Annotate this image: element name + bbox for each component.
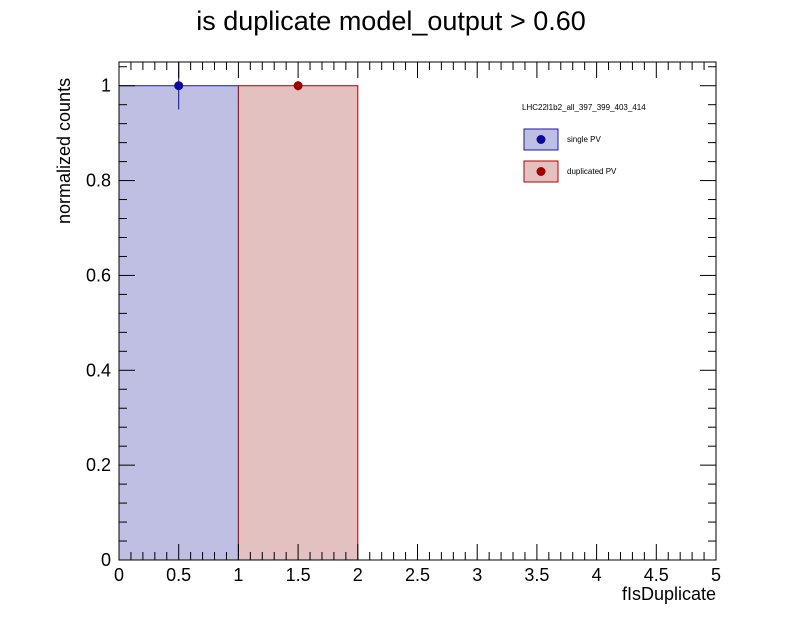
x-tick-label: 5 [711,565,721,585]
y-axis-ticks: 0 0.2 0.4 0.6 0.8 1 [86,66,716,570]
bar-0-0 [118,85,239,561]
data-point-1-0 [293,81,303,91]
x-tick-label: 1.5 [286,565,311,585]
data-markers [174,81,303,91]
legend-label-0: single PV [567,135,601,144]
legend-label-1: duplicated PV [567,167,617,176]
x-tick-label: 2.5 [405,565,430,585]
x-tick-label: 3.5 [524,565,549,585]
y-tick-label: 1 [101,76,111,96]
x-tick-label: 2 [353,565,363,585]
bar-1-0 [237,85,359,561]
x-tick-label: 4 [592,565,602,585]
x-axis-title: fIsDuplicate [622,584,716,604]
chart-title: is duplicate model_output > 0.60 [196,6,586,36]
histogram-bars [118,85,359,561]
x-tick-label: 1 [233,565,243,585]
x-tick-label: 3 [472,565,482,585]
x-tick-label: 0.5 [166,565,191,585]
x-tick-label: 4.5 [644,565,669,585]
y-axis-title: normalized counts [54,78,74,224]
legend-title: LHC22l1b2_all_397_399_403_414 [522,103,646,112]
x-tick-label: 0 [114,565,124,585]
y-tick-label: 0.8 [86,171,111,191]
x-axis-ticks: 0 0.5 1 1.5 2 2.5 3 3.5 4 4.5 5 [114,62,721,585]
y-tick-label: 0.4 [86,360,111,380]
legend-marker-0 [536,135,546,144]
legend-marker-1 [536,167,546,176]
y-tick-label: 0.2 [86,455,111,475]
y-tick-label: 0.6 [86,265,111,285]
y-tick-label: 0 [101,550,111,570]
data-point-0-0 [174,81,184,91]
legend: LHC22l1b2_all_397_399_403_414 single PV d… [522,103,646,183]
